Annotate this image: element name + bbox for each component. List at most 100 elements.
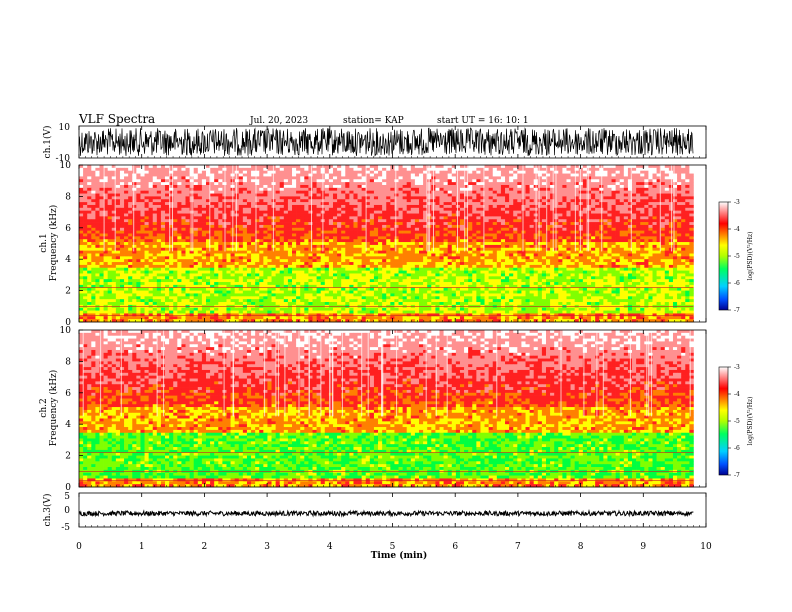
ch1-spec-cell [173,173,178,177]
ch1-spec-cell [566,165,571,169]
ch1-spec-cell [517,165,522,169]
ch1-spec-cell [521,165,526,169]
ch1-spec-cell [484,182,489,186]
ch1-spec-cell [87,213,92,217]
ch1-spec-cell [451,184,457,189]
ch1-spec-cell [337,179,342,183]
ch1-spec-cell [169,170,174,174]
ch1-spec-cell [447,176,453,180]
ch1-spec-cell [119,216,125,220]
ch1-spec-cell [632,242,637,246]
ch1-spec-cell [128,199,133,203]
ch1-spec-cell [115,170,121,174]
ch1-spec-cell [341,207,346,211]
ch1-spec-cell [652,216,657,220]
ch1-spec-cell [550,199,555,203]
ch1-spec-cell [451,253,457,257]
ch1-spec-cell [218,233,223,237]
ch1-spec-cell [447,230,453,234]
ch1-spec-cell [83,176,88,180]
ch1-spec-cell [316,213,321,217]
ch1-spec-cell [156,190,162,194]
ch1-spec-cell [185,239,190,243]
ch1-spec-cell [177,227,182,231]
ch1-spec-cell [185,170,190,174]
ch1-spec-cell [652,247,657,251]
ch1-spec-cell [500,176,506,180]
ch1-spec-cell [144,227,149,231]
ch1-spec-cell [275,227,281,231]
ch1-spec-cell [640,184,645,189]
ch1-spec-cell [521,193,526,197]
ch1-spec-cell [115,224,121,229]
ch1-spec-cell [591,239,596,243]
ch1-spec-cell [201,179,207,183]
ch1-spec-cell [574,242,580,246]
ch1-spec-cell [308,227,313,231]
ch1-spec-cell [586,170,592,174]
ch1-spec-cell [79,173,84,177]
ch1-spec-cell [91,224,96,229]
ch1-spec-cell [246,227,252,231]
ch1-spec-cell [357,210,362,214]
ch1-spec-cell [357,213,362,217]
ch1-spec-cell [103,256,108,260]
ch1-spec-cell [455,256,461,260]
ch1-spec-cell [599,250,604,254]
ch1-spec-cell [115,210,121,214]
ch1-spec-cell [672,202,678,206]
ch1-spec-cell [349,184,354,189]
ch1-spec-cell [267,187,272,191]
ch1-spec-cell [214,242,219,246]
ch1-spec-cell [603,202,608,206]
ch1-spec-cell [570,165,575,169]
ch1-spec-cell [459,244,465,249]
ch1-spec-cell [292,179,297,183]
ch1-spec-cell [115,193,121,197]
ch1-spec-cell [451,230,457,234]
ch1-spec-cell [480,244,485,249]
ch1-spec-cell [574,204,580,209]
ch1-spec-cell [197,182,203,186]
ch1-spec-cell [165,193,170,197]
ch1-spec-cell [193,184,199,189]
ch1-spec-cell [193,207,199,211]
ch1-spec-cell [361,170,367,174]
ch1-spec-cell [558,167,563,171]
ch1-spec-cell [468,204,473,209]
ch1-spec-cell [341,242,346,246]
ch1-spec-cell [382,250,387,254]
ch1-spec-cell [259,244,264,249]
ch1-spec-cell [124,165,129,169]
ch1-spec-cell [345,213,350,217]
ch1-spec-cell [156,224,162,229]
ch1-spec-cell [332,256,338,260]
ch1-spec-cell [115,204,121,209]
ch1-spec-cell [181,244,186,249]
ch1-spec-cell [529,247,534,251]
ch1-spec-cell [255,233,260,237]
ch1-spec-cell [189,207,194,211]
ch1-spec-cell [349,182,354,186]
ch1-spec-cell [255,199,260,203]
ch1-spec-cell [468,196,473,200]
ch1-spec-cell [267,170,272,174]
ch1-spec-cell [496,196,502,200]
ch1-spec-cell [459,250,465,254]
ch1-spec-cell [480,173,485,177]
ch1-spec-cell [505,182,510,186]
ch1-spec-cell [476,239,481,243]
ch1-spec-cell [636,167,641,171]
ch1-spec-cell [361,173,367,177]
ch1-spec-cell [664,227,670,231]
ch1-spec-cell [337,224,342,229]
ch1-spec-cell [103,173,108,177]
ch1-spec-cell [480,210,485,214]
ch1-spec-cell [591,179,596,183]
ch1-spec-cell [103,210,108,214]
ch1-spec-cell [316,182,321,186]
ch1-spec-cell [292,202,297,206]
ch1-spec-cell [558,207,563,211]
ch1-spec-cell [681,233,686,237]
ch1-spec-cell [140,219,145,223]
